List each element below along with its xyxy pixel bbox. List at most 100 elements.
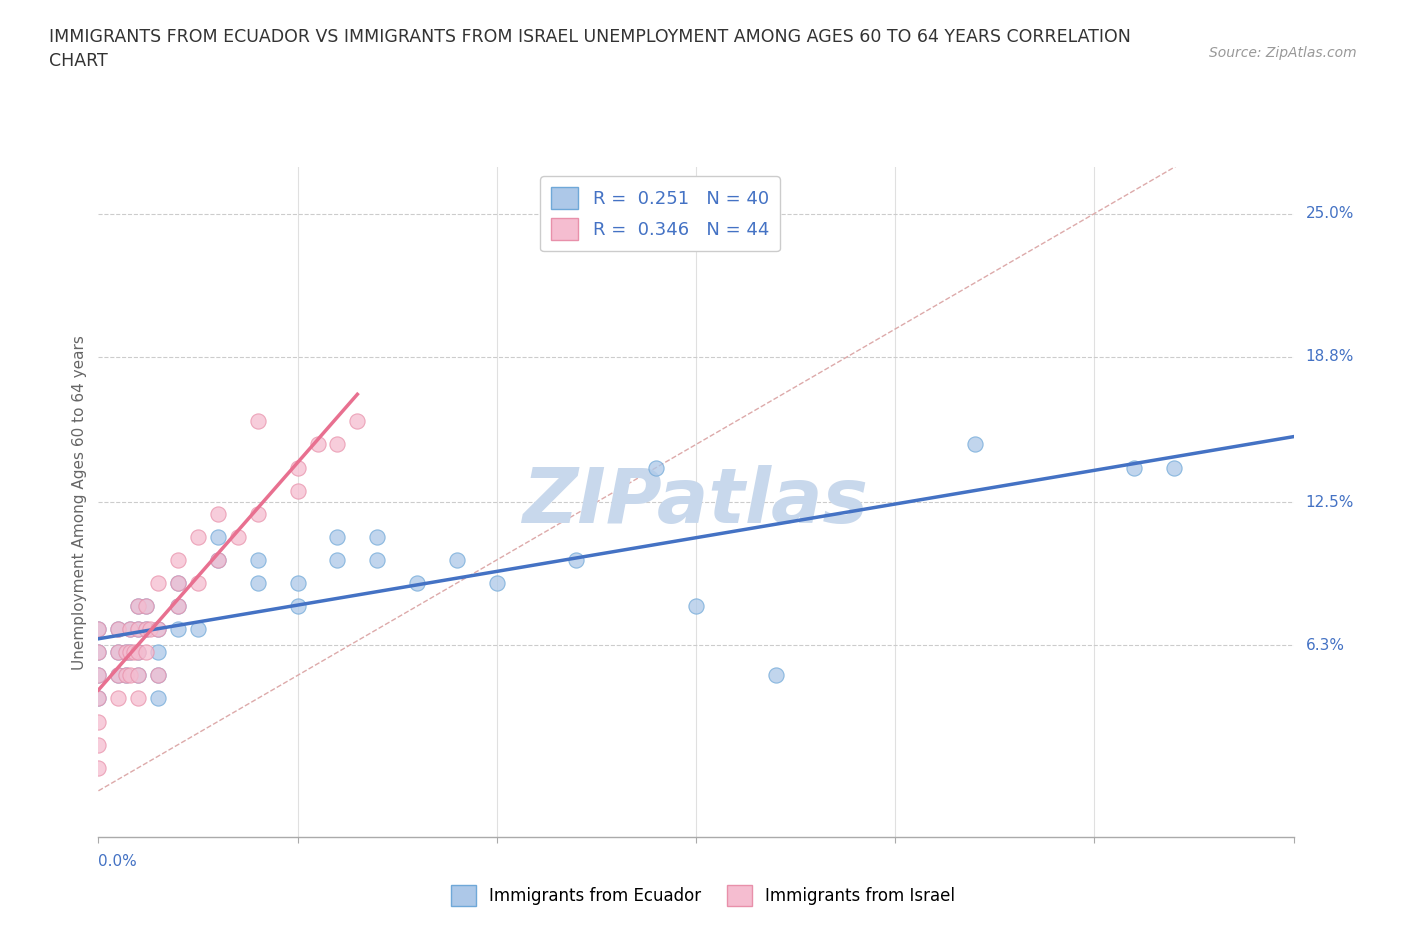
Point — [87, 644, 110, 659]
Point — [135, 599, 157, 614]
Point — [115, 668, 138, 683]
Point — [187, 576, 209, 591]
Point — [127, 668, 149, 683]
Point — [167, 576, 190, 591]
Text: 18.8%: 18.8% — [1306, 350, 1354, 365]
Point — [148, 622, 170, 637]
Point — [167, 599, 190, 614]
Point — [87, 737, 110, 752]
Text: ZIPatlas: ZIPatlas — [523, 465, 869, 539]
Point — [187, 622, 209, 637]
Point — [107, 622, 129, 637]
Point — [246, 576, 269, 591]
Point — [127, 668, 149, 683]
Text: 12.5%: 12.5% — [1306, 495, 1354, 510]
Point — [120, 644, 142, 659]
Point — [346, 414, 368, 429]
Point — [87, 761, 110, 776]
Y-axis label: Unemployment Among Ages 60 to 64 years: Unemployment Among Ages 60 to 64 years — [72, 335, 87, 670]
Point — [148, 576, 170, 591]
Text: IMMIGRANTS FROM ECUADOR VS IMMIGRANTS FROM ISRAEL UNEMPLOYMENT AMONG AGES 60 TO : IMMIGRANTS FROM ECUADOR VS IMMIGRANTS FR… — [49, 28, 1130, 70]
Point — [148, 668, 170, 683]
Point — [107, 622, 129, 637]
Point — [120, 644, 142, 659]
Point — [685, 599, 707, 614]
Point — [87, 668, 110, 683]
Point — [107, 644, 129, 659]
Point — [135, 622, 157, 637]
Point — [148, 644, 170, 659]
Text: Source: ZipAtlas.com: Source: ZipAtlas.com — [1209, 46, 1357, 60]
Legend: Immigrants from Ecuador, Immigrants from Israel: Immigrants from Ecuador, Immigrants from… — [444, 879, 962, 912]
Point — [645, 460, 668, 475]
Point — [148, 622, 170, 637]
Point — [287, 460, 309, 475]
Point — [127, 644, 149, 659]
Point — [127, 644, 149, 659]
Point — [485, 576, 508, 591]
Text: 0.0%: 0.0% — [98, 854, 138, 869]
Point — [406, 576, 429, 591]
Point — [167, 599, 190, 614]
Point — [307, 437, 329, 452]
Point — [87, 622, 110, 637]
Point — [207, 552, 229, 567]
Point — [366, 552, 388, 567]
Point — [326, 437, 349, 452]
Point — [87, 622, 110, 637]
Point — [124, 644, 146, 659]
Point — [135, 599, 157, 614]
Point — [87, 691, 110, 706]
Point — [1123, 460, 1146, 475]
Point — [127, 691, 149, 706]
Point — [87, 644, 110, 659]
Point — [127, 599, 149, 614]
Point — [366, 529, 388, 544]
Point — [963, 437, 986, 452]
Point — [148, 691, 170, 706]
Point — [287, 599, 309, 614]
Point — [107, 691, 129, 706]
Point — [167, 552, 190, 567]
Point — [207, 506, 229, 521]
Point — [87, 691, 110, 706]
Point — [167, 576, 190, 591]
Point — [127, 599, 149, 614]
Point — [765, 668, 787, 683]
Point — [167, 622, 190, 637]
Point — [115, 644, 138, 659]
Point — [1163, 460, 1185, 475]
Point — [87, 714, 110, 729]
Point — [127, 622, 149, 637]
Point — [148, 668, 170, 683]
Point — [187, 529, 209, 544]
Text: 6.3%: 6.3% — [1306, 638, 1344, 653]
Point — [135, 644, 157, 659]
Point — [135, 622, 157, 637]
Point — [107, 668, 129, 683]
Point — [207, 552, 229, 567]
Point — [87, 668, 110, 683]
Point — [246, 552, 269, 567]
Point — [107, 644, 129, 659]
Point — [326, 552, 349, 567]
Point — [246, 414, 269, 429]
Point — [226, 529, 249, 544]
Point — [127, 622, 149, 637]
Text: 25.0%: 25.0% — [1306, 206, 1354, 221]
Point — [326, 529, 349, 544]
Point — [120, 622, 142, 637]
Point — [120, 668, 142, 683]
Point — [565, 552, 588, 567]
Point — [115, 644, 138, 659]
Point — [139, 622, 162, 637]
Legend: R =  0.251   N = 40, R =  0.346   N = 44: R = 0.251 N = 40, R = 0.346 N = 44 — [540, 177, 780, 251]
Point — [246, 506, 269, 521]
Point — [115, 668, 138, 683]
Point — [287, 576, 309, 591]
Point — [207, 529, 229, 544]
Point — [120, 622, 142, 637]
Point — [287, 484, 309, 498]
Point — [107, 668, 129, 683]
Point — [446, 552, 468, 567]
